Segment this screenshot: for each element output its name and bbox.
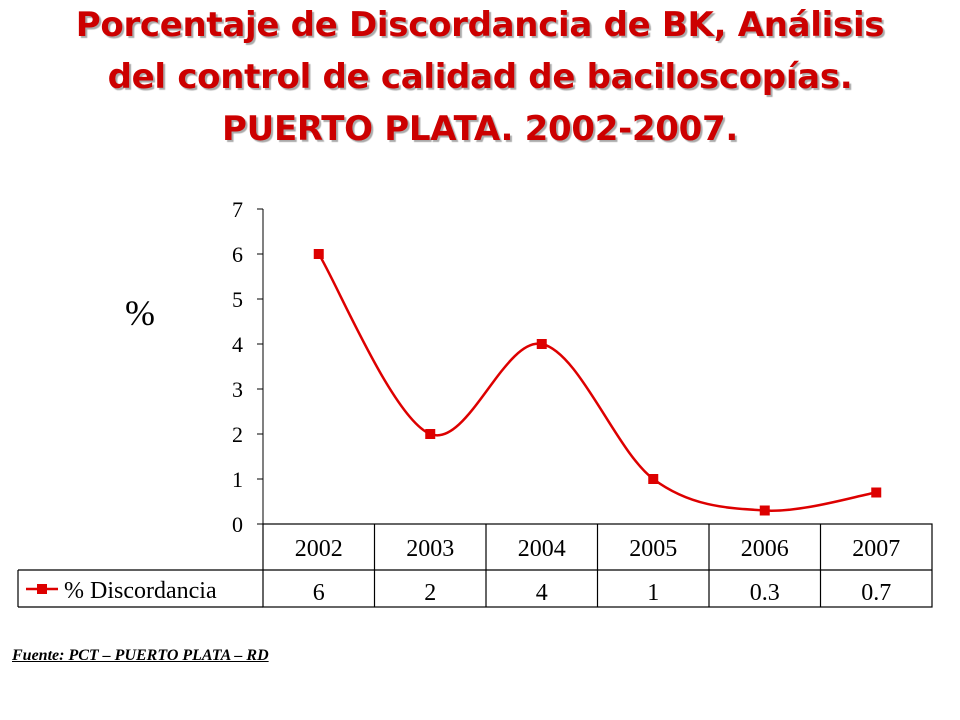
- data-table-value: 0.7: [861, 580, 891, 606]
- legend-marker: [37, 584, 47, 594]
- x-tick-label: 2004: [518, 536, 566, 562]
- y-tick-label: 1: [232, 467, 243, 492]
- y-tick-label: 3: [232, 377, 243, 402]
- y-tick-label: 5: [232, 287, 243, 312]
- title-line-3: PUERTO PLATA. 2002-2007.: [222, 109, 738, 149]
- data-point: [536, 339, 547, 349]
- data-point: [759, 505, 770, 516]
- x-tick-label: 2006: [741, 536, 789, 562]
- data-point: [425, 429, 436, 439]
- y-tick-label: 6: [232, 242, 243, 267]
- x-tick-label: 2005: [629, 536, 677, 562]
- legend-label: % Discordancia: [64, 578, 217, 604]
- chart-title: Porcentaje de Discordancia de BK, Anális…: [0, 0, 960, 155]
- source-note: Fuente: PCT – PUERTO PLATA – RD: [12, 647, 269, 664]
- y-tick-label: 7: [232, 197, 243, 222]
- x-tick-label: 2002: [295, 536, 343, 562]
- series-line: [317, 253, 877, 512]
- y-tick-label: 0: [232, 512, 243, 537]
- x-tick-label: 2007: [852, 536, 900, 562]
- data-table-value: 1: [647, 580, 659, 606]
- data-table-value: 2: [424, 580, 436, 606]
- data-table-value: 6: [313, 580, 325, 606]
- data-point: [648, 474, 659, 484]
- title-line-1: Porcentaje de Discordancia de BK, Anális…: [75, 5, 885, 45]
- data-point: [313, 249, 324, 259]
- title-line-2: del control de calidad de baciloscopías.: [107, 57, 853, 97]
- data-point: [871, 487, 882, 498]
- y-tick-label: 4: [232, 332, 243, 357]
- data-table-value: 0.3: [750, 580, 780, 606]
- y-axis-label: %: [125, 293, 155, 333]
- x-tick-label: 2003: [406, 536, 454, 562]
- data-table-value: 4: [536, 580, 548, 606]
- y-tick-label: 2: [232, 422, 243, 447]
